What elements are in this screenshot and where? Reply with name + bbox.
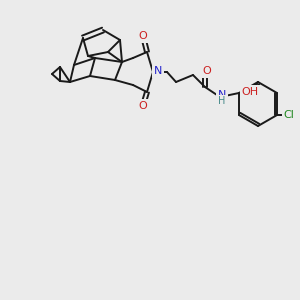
Text: H: H — [218, 96, 226, 106]
Text: O: O — [202, 66, 211, 76]
Text: OH: OH — [242, 87, 259, 97]
Text: O: O — [139, 31, 147, 41]
Text: N: N — [218, 90, 226, 100]
Text: O: O — [139, 101, 147, 111]
Text: Cl: Cl — [284, 110, 295, 120]
Text: N: N — [154, 66, 162, 76]
